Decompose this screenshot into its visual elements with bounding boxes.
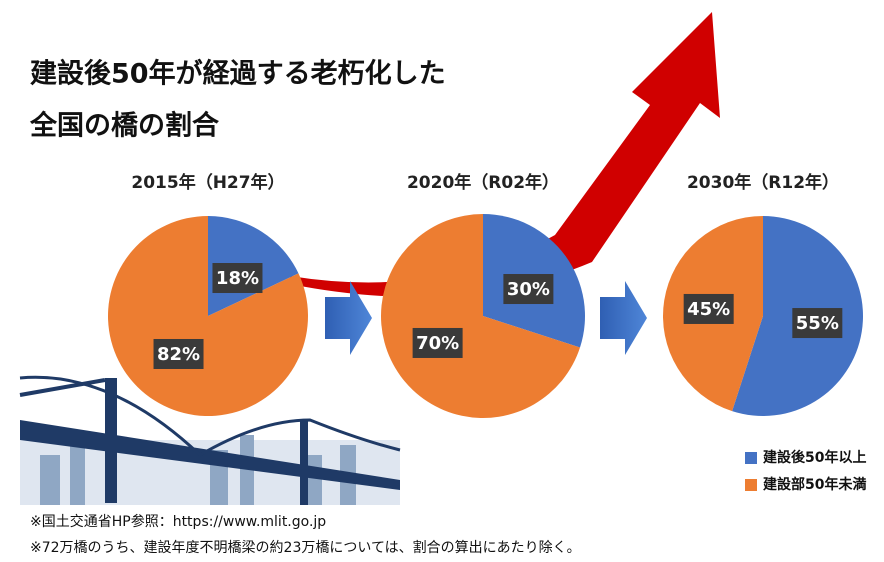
legend-label: 建設部50年未満 <box>763 476 866 493</box>
value-label: 55% <box>796 313 839 334</box>
step-arrow <box>600 281 647 355</box>
pie-title: 2030年（R12年） <box>687 172 839 193</box>
pie-title: 2015年（H27年） <box>131 172 284 193</box>
legend-swatch <box>745 452 757 464</box>
value-label-box <box>153 338 204 369</box>
value-label: 45% <box>687 299 730 320</box>
step-arrow <box>325 281 372 355</box>
value-label-box <box>503 274 554 305</box>
legend-swatch <box>745 479 757 491</box>
pie-slice <box>381 214 581 418</box>
title-line: 全国の橋の割合 <box>29 110 219 142</box>
value-label-box <box>683 293 734 324</box>
value-label-box <box>792 308 843 339</box>
legend-label: 建設後50年以上 <box>763 449 866 466</box>
note: ※国土交通省HP参照：https://www.mlit.go.jp <box>30 513 326 530</box>
value-label: 82% <box>157 344 200 365</box>
value-label: 70% <box>416 333 459 354</box>
value-label: 18% <box>216 268 259 289</box>
pie-title: 2020年（R02年） <box>407 172 559 193</box>
value-label-box <box>412 327 463 358</box>
title-line: 建設後50年が経過する老朽化した <box>30 58 446 90</box>
trend-arrow <box>290 12 720 297</box>
value-label-box <box>212 263 263 294</box>
value-label: 30% <box>507 279 550 300</box>
note: ※72万橋のうち、建設年度不明橋梁の約23万橋については、割合の算出にあたり除く… <box>30 539 581 556</box>
bridge-illustration <box>19 375 401 505</box>
